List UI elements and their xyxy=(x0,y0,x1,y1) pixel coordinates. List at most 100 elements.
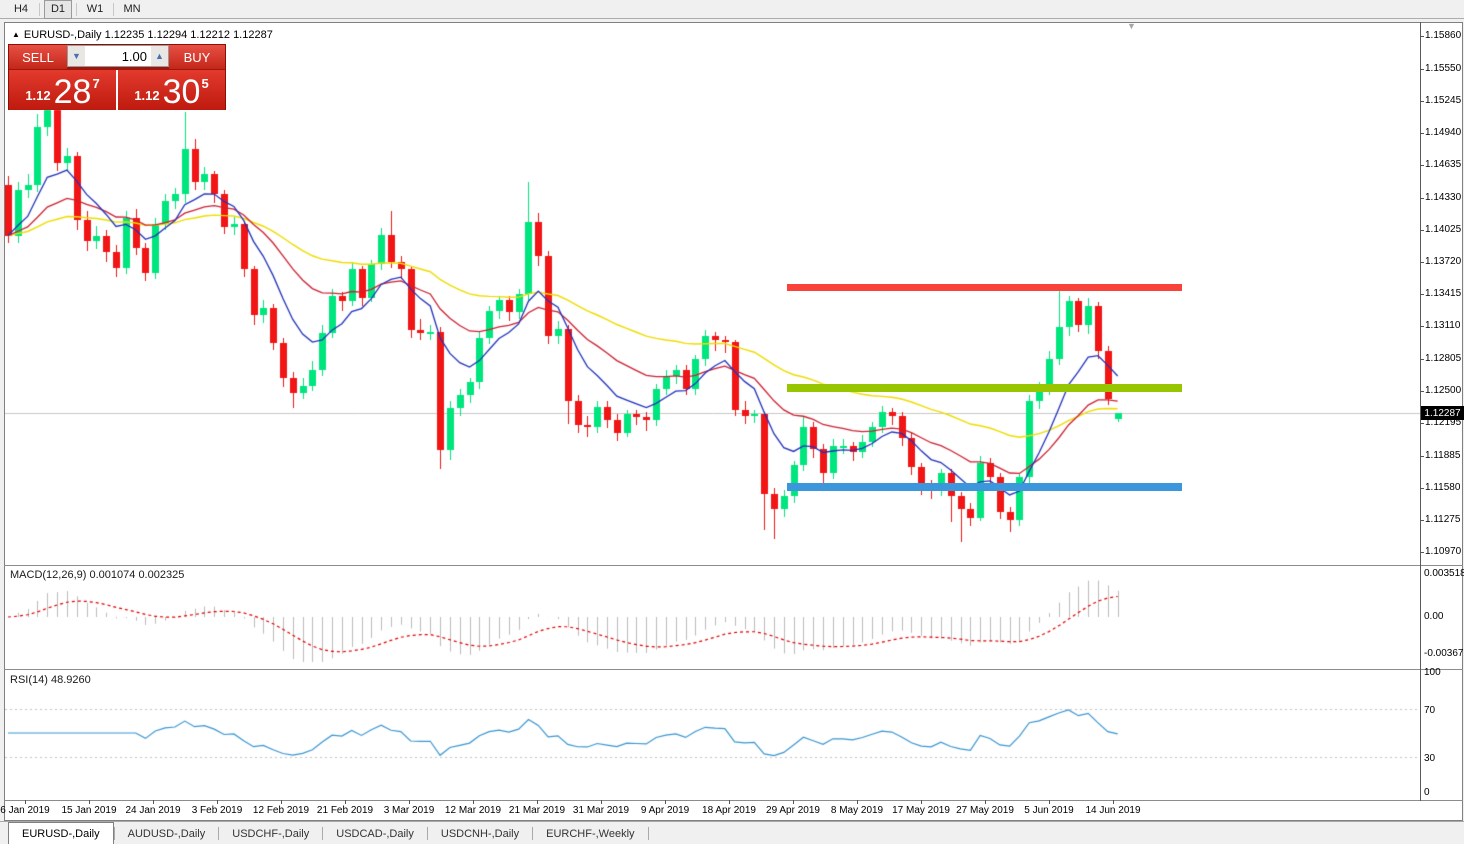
volume-increase-button[interactable]: ▲ xyxy=(151,46,168,66)
date-axis-label: 31 Mar 2019 xyxy=(572,805,630,816)
price-axis-label: 1.13110 xyxy=(1425,320,1461,332)
price-axis-label: 1.15550 xyxy=(1425,62,1462,74)
date-axis-label: 3 Mar 2019 xyxy=(383,805,435,816)
sell-price-pip: 7 xyxy=(92,76,100,91)
price-axis-tick xyxy=(1420,261,1424,263)
rsi-axis-label: 30 xyxy=(1424,753,1436,764)
date-axis-divider xyxy=(4,800,1463,801)
price-axis-label: 1.12805 xyxy=(1425,352,1462,364)
date-axis-tick xyxy=(345,800,346,804)
symbol-tab-eurchf[interactable]: EURCHF-,Weekly xyxy=(546,828,635,840)
volume-stepper: ▼ ▲ xyxy=(67,45,169,67)
date-axis-label: 3 Feb 2019 xyxy=(191,805,243,816)
tab-separator xyxy=(218,827,220,840)
tab-separator xyxy=(647,827,649,840)
price-axis-tick xyxy=(1420,487,1424,489)
price-axis-tick xyxy=(1420,455,1424,457)
ohlc-values: 1.12235 1.12294 1.12212 1.12287 xyxy=(104,29,273,41)
date-axis-tick xyxy=(1113,800,1114,804)
date-axis-tick xyxy=(601,800,602,804)
date-axis-tick xyxy=(793,800,794,804)
price-axis-label: 1.12500 xyxy=(1425,384,1462,396)
price-axis-label: 1.12195 xyxy=(1425,417,1462,429)
rsi-indicator-canvas[interactable] xyxy=(5,672,1420,798)
date-axis-tick xyxy=(537,800,538,804)
sell-price-display[interactable]: 1.12 28 7 xyxy=(9,70,116,110)
macd-signal-value: 0.002325 xyxy=(138,569,185,581)
level-line-resistance-red[interactable] xyxy=(787,283,1182,291)
symbol-tab-eurusd[interactable]: EURUSD-,Daily xyxy=(8,822,114,844)
price-axis-tick xyxy=(1420,294,1424,296)
macd-pane-divider[interactable] xyxy=(4,565,1463,566)
timeframe-button-w1[interactable]: W1 xyxy=(86,3,104,15)
macd-indicator-canvas[interactable] xyxy=(5,568,1420,664)
date-axis-label: 14 Jun 2019 xyxy=(1085,805,1141,816)
timeframe-button-h4[interactable]: H4 xyxy=(13,3,29,15)
sell-button[interactable]: SELL xyxy=(9,45,67,69)
tab-separator xyxy=(322,827,324,840)
rsi-axis-label: 70 xyxy=(1424,705,1436,716)
price-axis-tick xyxy=(1420,68,1424,70)
level-line-support-blue[interactable] xyxy=(787,482,1182,491)
price-axis-tick xyxy=(1420,229,1424,231)
timeframe-toolbar: H4 D1 W1 MN xyxy=(0,0,1464,19)
date-axis-tick xyxy=(921,800,922,804)
current-price-tag: 1.12287 xyxy=(1421,406,1464,421)
price-axis-tick xyxy=(1420,552,1424,554)
one-click-trade-panel: SELL ▼ ▲ BUY 1.12 28 7 1.12 30 5 xyxy=(8,44,226,110)
price-axis-border xyxy=(1420,22,1421,801)
buy-price-prefix: 1.12 xyxy=(134,88,160,103)
date-axis-tick xyxy=(729,800,730,804)
macd-name: MACD(12,26,9) xyxy=(10,569,87,581)
toolbar-separator xyxy=(39,2,40,16)
macd-label: MACD(12,26,9) 0.001074 0.002325 xyxy=(10,569,184,581)
date-axis-tick xyxy=(985,800,986,804)
macd-axis-label: -0.00367 xyxy=(1424,648,1464,659)
price-axis-tick xyxy=(1420,326,1424,328)
chart-shift-marker-icon: ▼ xyxy=(1127,21,1136,31)
rsi-pane-divider[interactable] xyxy=(4,669,1463,670)
volume-input[interactable] xyxy=(85,46,151,66)
volume-decrease-button[interactable]: ▼ xyxy=(68,46,85,66)
date-axis-tick xyxy=(25,800,26,804)
date-axis-label: 17 May 2019 xyxy=(892,805,950,816)
date-axis-label: 21 Feb 2019 xyxy=(316,805,374,816)
buy-price-display[interactable]: 1.12 30 5 xyxy=(118,70,225,110)
price-axis-tick xyxy=(1420,100,1424,102)
collapse-caret-icon[interactable]: ▲ xyxy=(12,30,20,39)
timeframe-button-mn[interactable]: MN xyxy=(123,3,141,15)
symbol-tab-usdchf[interactable]: USDCHF-,Daily xyxy=(232,828,310,840)
buy-price-digits: 30 xyxy=(162,73,201,111)
date-axis-label: 15 Jan 2019 xyxy=(61,805,117,816)
toolbar-separator xyxy=(76,2,77,16)
tab-separator xyxy=(532,827,534,840)
date-axis-tick xyxy=(665,800,666,804)
price-axis-tick xyxy=(1420,520,1424,522)
date-axis-label: 5 Jun 2019 xyxy=(1024,805,1074,816)
symbol-tab-usdcad[interactable]: USDCAD-,Daily xyxy=(336,828,414,840)
date-axis-tick xyxy=(1049,800,1050,804)
date-axis-label: 24 Jan 2019 xyxy=(125,805,181,816)
date-axis-label: 29 Apr 2019 xyxy=(766,805,820,816)
price-axis-label: 1.11275 xyxy=(1425,514,1461,526)
date-axis-label: 21 Mar 2019 xyxy=(508,805,566,816)
timeframe-button-d1[interactable]: D1 xyxy=(44,0,72,19)
macd-main-value: 0.001074 xyxy=(89,569,136,581)
date-axis-tick xyxy=(217,800,218,804)
toolbar-separator xyxy=(113,2,114,16)
level-line-mid-olive[interactable] xyxy=(787,383,1182,392)
symbol-tab-audusd[interactable]: AUDUSD-,Daily xyxy=(127,828,206,840)
price-axis-label: 1.13415 xyxy=(1425,288,1462,300)
macd-axis-label: 0.003518 xyxy=(1424,568,1464,579)
price-axis-tick xyxy=(1420,390,1424,392)
buy-button[interactable]: BUY xyxy=(169,45,225,69)
date-axis-tick xyxy=(857,800,858,804)
price-axis-label: 1.10970 xyxy=(1425,546,1462,558)
symbol-tab-usdcnh[interactable]: USDCNH-,Daily xyxy=(440,828,520,840)
price-axis-label: 1.14635 xyxy=(1425,159,1462,171)
price-axis-label: 1.14940 xyxy=(1425,127,1462,139)
main-chart-canvas[interactable] xyxy=(5,28,1420,565)
price-axis-tick xyxy=(1420,165,1424,167)
rsi-axis-label: 100 xyxy=(1424,667,1441,678)
